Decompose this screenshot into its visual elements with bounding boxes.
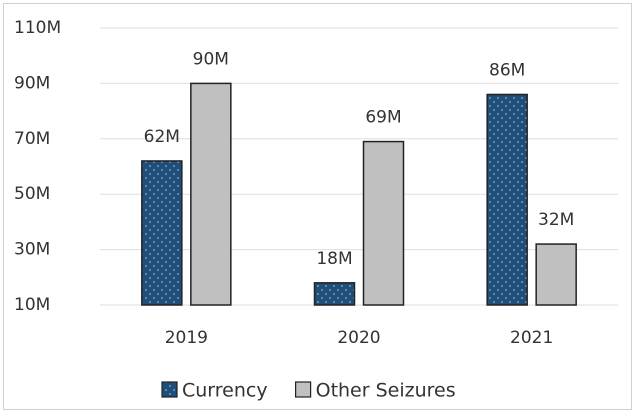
x-tick-label: 2019 xyxy=(165,328,208,348)
bar xyxy=(313,282,356,306)
bar xyxy=(141,160,183,306)
y-tick-label: 10M xyxy=(14,295,50,315)
legend-swatch xyxy=(161,381,178,398)
value-label: 18M xyxy=(316,249,352,269)
bar xyxy=(190,82,232,306)
legend-label: Other Seizures xyxy=(316,380,456,402)
x-tick-label: 2020 xyxy=(337,328,380,348)
y-tick-label: 30M xyxy=(14,240,50,260)
value-label: 86M xyxy=(489,60,525,80)
bar xyxy=(486,93,528,306)
chart-frame xyxy=(3,3,632,410)
y-tick-label: 70M xyxy=(14,129,50,149)
y-tick-label: 90M xyxy=(14,73,50,93)
value-label: 90M xyxy=(193,49,229,69)
value-label: 62M xyxy=(144,127,180,147)
legend-label: Currency xyxy=(182,380,268,402)
y-tick-label: 110M xyxy=(14,18,61,38)
bar xyxy=(535,243,577,306)
value-label: 32M xyxy=(538,210,574,230)
legend-swatch xyxy=(295,381,312,398)
y-tick-label: 50M xyxy=(14,184,50,204)
x-tick-label: 2021 xyxy=(510,328,553,348)
value-label: 69M xyxy=(365,108,401,128)
bar xyxy=(362,140,405,306)
